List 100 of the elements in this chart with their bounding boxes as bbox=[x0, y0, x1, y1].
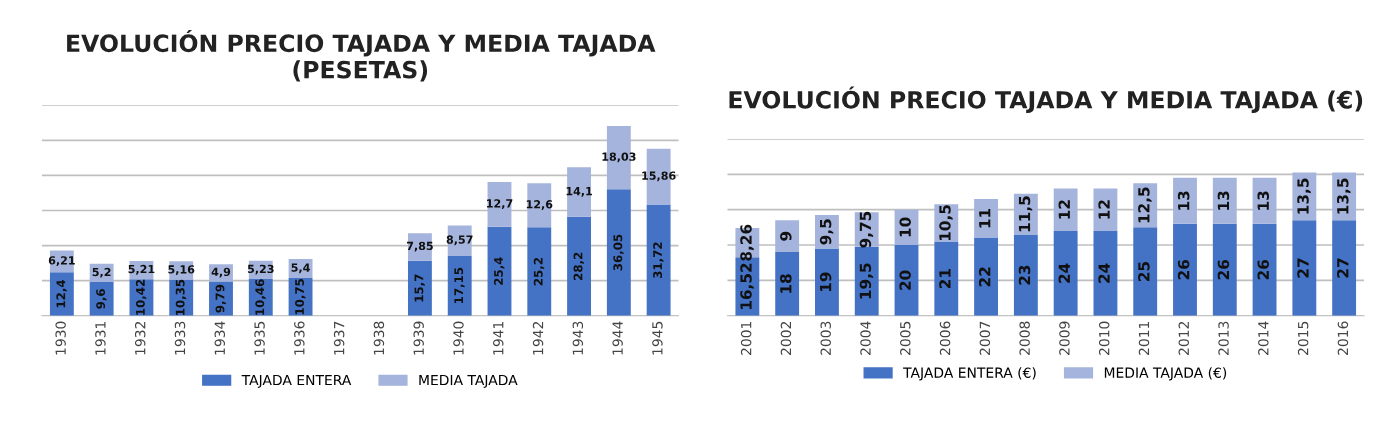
legend-label: MEDIA TAJADA (€) bbox=[1104, 367, 1227, 381]
x-tick-label: 1942 bbox=[532, 322, 544, 355]
chart-title: EVOLUCIÓN PRECIO TAJADA Y MEDIA TAJADA (PESETAS) bbox=[67, 30, 656, 82]
bar bbox=[1292, 220, 1317, 316]
x-tick-label: 1930 bbox=[55, 321, 66, 355]
data-label: 17,15 bbox=[454, 267, 465, 303]
x-tick-label: 1931 bbox=[95, 321, 106, 355]
bar bbox=[567, 167, 591, 217]
bar bbox=[527, 183, 552, 228]
bar bbox=[487, 182, 512, 227]
data-label: 16,52 bbox=[740, 263, 754, 309]
data-label: 31,72 bbox=[653, 242, 664, 278]
x-tick-label: 1932 bbox=[134, 322, 146, 355]
data-label: 36,05 bbox=[613, 234, 624, 271]
data-label: 11 bbox=[979, 208, 991, 228]
data-label: 5,23 bbox=[247, 264, 274, 275]
data-label: 13,5 bbox=[1297, 178, 1311, 214]
data-label: 5,16 bbox=[168, 265, 195, 276]
data-label: 12,7 bbox=[487, 199, 513, 209]
data-label: 13 bbox=[1217, 191, 1230, 210]
data-label: 9,75 bbox=[859, 211, 874, 248]
data-label: 25 bbox=[1138, 261, 1150, 281]
data-label: 12,5 bbox=[1138, 187, 1152, 223]
data-label: 15,86 bbox=[642, 171, 676, 182]
x-tick-label: 2011 bbox=[1138, 321, 1150, 355]
x-tick-label: 1944 bbox=[612, 321, 623, 355]
bar bbox=[1173, 223, 1197, 316]
chart-title: EVOLUCIÓN PRECIO TAJADA Y MEDIA TAJADA (€) bbox=[729, 86, 1363, 114]
data-label: 15,7 bbox=[414, 274, 425, 302]
bar bbox=[1053, 188, 1078, 231]
x-tick-label: 2002 bbox=[780, 322, 792, 355]
x-tick-label: 2010 bbox=[1098, 321, 1110, 355]
bar bbox=[974, 199, 999, 238]
bar bbox=[934, 241, 959, 316]
bar bbox=[1212, 177, 1237, 224]
x-tick-label: 2014 bbox=[1258, 321, 1269, 355]
data-label: 5,4 bbox=[291, 263, 310, 274]
data-label: 14,1 bbox=[566, 187, 592, 197]
bar bbox=[775, 220, 800, 253]
data-label: 12,4 bbox=[56, 279, 67, 308]
x-tick-label: 1936 bbox=[294, 321, 305, 355]
x-tick-label: 1938 bbox=[373, 321, 385, 355]
data-label: 7,85 bbox=[406, 241, 433, 252]
x-tick-label: 2007 bbox=[979, 321, 991, 355]
data-label: 22 bbox=[978, 267, 991, 287]
bar bbox=[407, 260, 432, 316]
data-label: 10,46 bbox=[255, 279, 266, 315]
bar bbox=[775, 252, 800, 316]
bar bbox=[974, 237, 999, 316]
x-tick-label: 2003 bbox=[820, 321, 831, 355]
bar bbox=[447, 255, 472, 316]
bar bbox=[1252, 223, 1277, 316]
x-tick-label: 1935 bbox=[254, 321, 265, 355]
bar bbox=[1133, 227, 1158, 316]
data-label: 6,21 bbox=[48, 256, 75, 266]
data-label: 21 bbox=[939, 269, 951, 289]
data-label: 10,5 bbox=[939, 205, 953, 241]
data-label: 12 bbox=[1058, 200, 1070, 219]
x-tick-label: 2008 bbox=[1019, 321, 1030, 355]
bar bbox=[1332, 220, 1357, 316]
data-label: 26 bbox=[1257, 259, 1269, 280]
data-label: 9 bbox=[780, 231, 792, 241]
bar bbox=[1173, 177, 1197, 224]
x-tick-label: 2012 bbox=[1178, 322, 1190, 355]
data-label: 13,5 bbox=[1337, 178, 1351, 214]
x-tick-label: 2015 bbox=[1297, 321, 1309, 355]
data-label: 24 bbox=[1058, 263, 1070, 283]
bar bbox=[815, 248, 839, 316]
x-tick-label: 1933 bbox=[174, 321, 186, 355]
bar bbox=[646, 204, 671, 316]
x-tick-label: 2004 bbox=[860, 321, 871, 355]
bar bbox=[1093, 188, 1118, 231]
data-label: 10,35 bbox=[175, 279, 187, 315]
data-label: 13 bbox=[1177, 191, 1190, 210]
data-label: 9,5 bbox=[819, 219, 834, 245]
bar bbox=[1053, 230, 1078, 316]
legend-label: TAJADA ENTERA bbox=[241, 374, 352, 388]
x-tick-label: 1934 bbox=[214, 321, 226, 355]
bar bbox=[1212, 223, 1237, 316]
data-label: 27 bbox=[1297, 258, 1309, 278]
data-label: 5,2 bbox=[92, 267, 111, 278]
legend-label: MEDIA TAJADA bbox=[419, 374, 518, 388]
bar bbox=[567, 216, 591, 316]
x-tick-label: 2001 bbox=[740, 321, 752, 355]
data-label: 19,5 bbox=[859, 263, 874, 299]
x-tick-label: 2006 bbox=[939, 321, 951, 355]
data-label: 23 bbox=[1018, 265, 1031, 285]
bar bbox=[1093, 230, 1118, 316]
data-label: 27 bbox=[1337, 258, 1349, 278]
bar bbox=[1013, 234, 1038, 316]
x-tick-label: 1939 bbox=[413, 321, 424, 355]
bar bbox=[1252, 177, 1277, 224]
x-tick-label: 2013 bbox=[1218, 321, 1229, 355]
x-tick-label: 1943 bbox=[572, 321, 584, 355]
x-tick-label: 2005 bbox=[900, 321, 911, 355]
data-label: 19 bbox=[819, 272, 832, 292]
x-tick-label: 2016 bbox=[1337, 321, 1349, 355]
data-label: 11,5 bbox=[1018, 196, 1033, 232]
x-tick-label: 1940 bbox=[453, 321, 464, 355]
data-label: 28,2 bbox=[573, 252, 584, 280]
